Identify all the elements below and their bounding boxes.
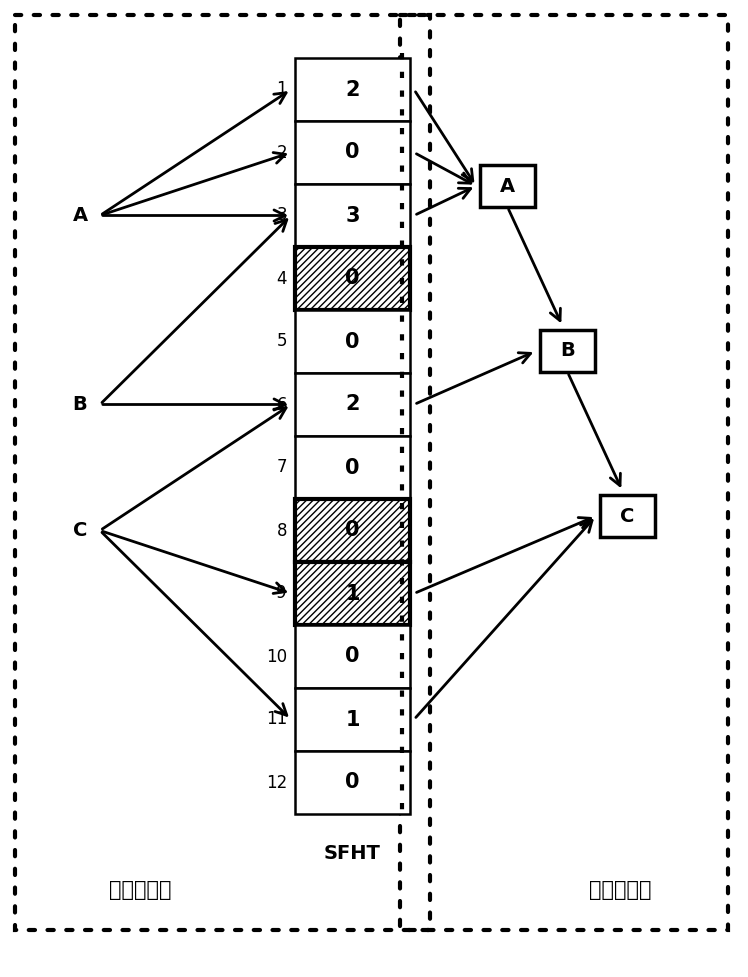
Text: SFHT: SFHT [324, 844, 381, 863]
Text: 1: 1 [346, 709, 360, 730]
Text: 2: 2 [276, 144, 287, 161]
Bar [295, 121, 410, 184]
Bar [540, 330, 595, 372]
Bar [480, 165, 535, 207]
Bar [295, 58, 410, 121]
Bar [295, 310, 410, 373]
Text: 1: 1 [346, 583, 360, 604]
Text: 9: 9 [277, 584, 287, 603]
Text: 0: 0 [346, 331, 360, 352]
Text: 6: 6 [277, 396, 287, 413]
Text: 0: 0 [346, 269, 360, 288]
Bar [295, 499, 410, 562]
Text: 8: 8 [277, 522, 287, 539]
Bar [295, 373, 410, 436]
Text: 2: 2 [346, 79, 360, 100]
Bar [600, 495, 655, 537]
Text: 片外存储器: 片外存储器 [589, 880, 652, 900]
Text: 0: 0 [346, 457, 360, 478]
Text: 0: 0 [346, 647, 360, 666]
Text: 10: 10 [266, 648, 287, 665]
Text: 0: 0 [346, 521, 360, 540]
Text: 11: 11 [266, 710, 287, 729]
Text: A: A [500, 177, 515, 195]
Bar [295, 562, 410, 625]
Bar [295, 688, 410, 751]
Text: 5: 5 [277, 332, 287, 351]
Text: A: A [73, 206, 88, 225]
Text: 0: 0 [346, 143, 360, 162]
Bar [295, 436, 410, 499]
Text: 3: 3 [276, 206, 287, 225]
Text: B: B [73, 395, 88, 414]
Bar [295, 247, 410, 310]
Text: 3: 3 [346, 205, 360, 226]
Text: C: C [620, 506, 635, 526]
Text: 12: 12 [266, 774, 287, 791]
Text: 片上存储器: 片上存储器 [108, 880, 171, 900]
Bar [400, 15, 728, 930]
Bar [295, 751, 410, 814]
Text: B: B [560, 342, 575, 361]
Text: 4: 4 [277, 270, 287, 287]
Text: 7: 7 [277, 458, 287, 477]
Bar [15, 15, 430, 930]
Text: 1: 1 [276, 80, 287, 99]
Text: 0: 0 [346, 773, 360, 792]
Bar [295, 184, 410, 247]
Bar [295, 625, 410, 688]
Text: 2: 2 [346, 395, 360, 414]
Text: C: C [73, 521, 88, 540]
